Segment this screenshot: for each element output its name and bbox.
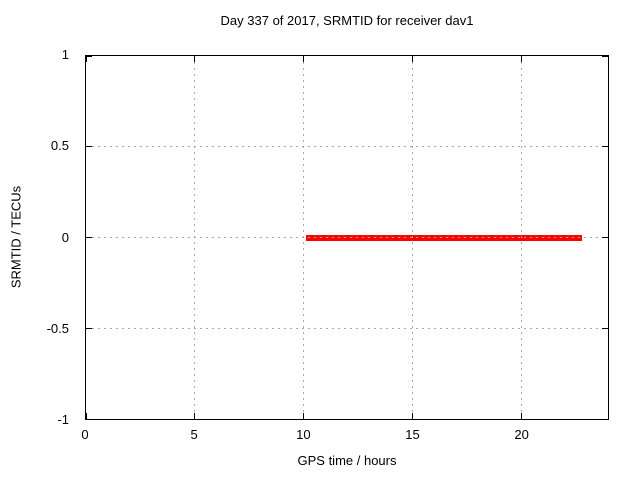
x-tick-mark-bottom [85, 413, 87, 419]
gridline-horizontal [86, 146, 608, 148]
y-tick-mark-right [602, 55, 608, 57]
x-tick-mark-top [194, 56, 196, 62]
y-tick-mark-right [602, 327, 608, 329]
y-tick-mark-right [602, 146, 608, 148]
y-tick-mark-left [86, 146, 92, 148]
gridline-horizontal [86, 327, 608, 329]
x-tick-mark-bottom [303, 413, 304, 419]
x-tick-mark-top [411, 56, 413, 62]
y-axis-label: SRMTID / TECUs [8, 185, 24, 289]
x-tick-label: 10 [296, 427, 311, 442]
y-tick-mark-right [602, 418, 608, 420]
x-tick-mark-bottom [520, 413, 522, 419]
x-tick-mark-top [303, 56, 304, 62]
x-tick-label: 0 [81, 427, 89, 442]
x-tick-mark-top [520, 56, 522, 62]
x-tick-label: 15 [405, 427, 420, 442]
y-tick-label: -1 [57, 412, 69, 427]
y-tick-mark-left [86, 237, 92, 238]
x-tick-label: 5 [190, 427, 198, 442]
y-tick-mark-right [602, 237, 608, 238]
y-tick-label: 0.5 [50, 138, 69, 154]
y-tick-label: 1 [61, 47, 69, 62]
y-tick-label: 0 [61, 229, 69, 245]
y-tick-mark-left [86, 55, 92, 57]
x-tick-mark-bottom [194, 413, 196, 419]
gridline-horizontal [86, 237, 608, 238]
x-tick-mark-top [85, 56, 87, 62]
x-axis-label: GPS time / hours [297, 453, 397, 468]
y-tick-mark-left [86, 327, 92, 329]
plot-area [85, 55, 609, 420]
y-tick-mark-left [86, 418, 92, 420]
x-tick-mark-bottom [411, 413, 413, 419]
chart-title: Day 337 of 2017, SRMTID for receiver dav… [220, 13, 474, 28]
y-tick-label: -0.5 [46, 320, 69, 336]
x-tick-label: 20 [514, 427, 529, 442]
